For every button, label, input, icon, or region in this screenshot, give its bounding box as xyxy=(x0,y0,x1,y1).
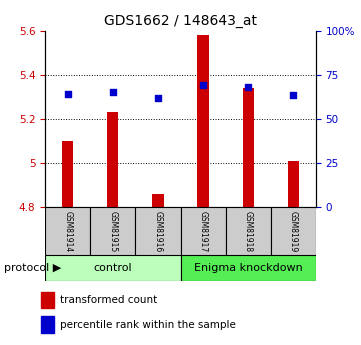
Point xyxy=(110,89,116,94)
FancyBboxPatch shape xyxy=(90,207,135,255)
FancyBboxPatch shape xyxy=(271,207,316,255)
Text: GSM81918: GSM81918 xyxy=(244,210,253,252)
Bar xyxy=(41,292,54,308)
Bar xyxy=(152,194,164,207)
Text: transformed count: transformed count xyxy=(60,295,157,305)
Text: GSM81919: GSM81919 xyxy=(289,210,298,252)
FancyBboxPatch shape xyxy=(45,255,180,281)
Text: GSM81916: GSM81916 xyxy=(153,210,162,252)
Text: GSM81914: GSM81914 xyxy=(63,210,72,252)
Bar xyxy=(62,141,73,207)
Text: Enigma knockdown: Enigma knockdown xyxy=(194,263,303,273)
Text: GSM81917: GSM81917 xyxy=(199,210,208,252)
Point xyxy=(200,82,206,88)
Text: control: control xyxy=(93,263,132,273)
Point xyxy=(245,85,251,90)
Point xyxy=(65,91,71,97)
Bar xyxy=(197,36,209,207)
Point xyxy=(155,95,161,101)
FancyBboxPatch shape xyxy=(135,207,180,255)
Text: protocol ▶: protocol ▶ xyxy=(4,263,61,273)
Text: percentile rank within the sample: percentile rank within the sample xyxy=(60,320,236,329)
Text: GDS1662 / 148643_at: GDS1662 / 148643_at xyxy=(104,14,257,28)
Bar xyxy=(41,316,54,333)
Bar xyxy=(243,88,254,207)
Bar xyxy=(107,112,118,207)
FancyBboxPatch shape xyxy=(45,207,90,255)
FancyBboxPatch shape xyxy=(180,207,226,255)
Bar xyxy=(288,161,299,207)
Text: GSM81915: GSM81915 xyxy=(108,210,117,252)
FancyBboxPatch shape xyxy=(180,255,316,281)
FancyBboxPatch shape xyxy=(226,207,271,255)
Point xyxy=(290,92,296,98)
